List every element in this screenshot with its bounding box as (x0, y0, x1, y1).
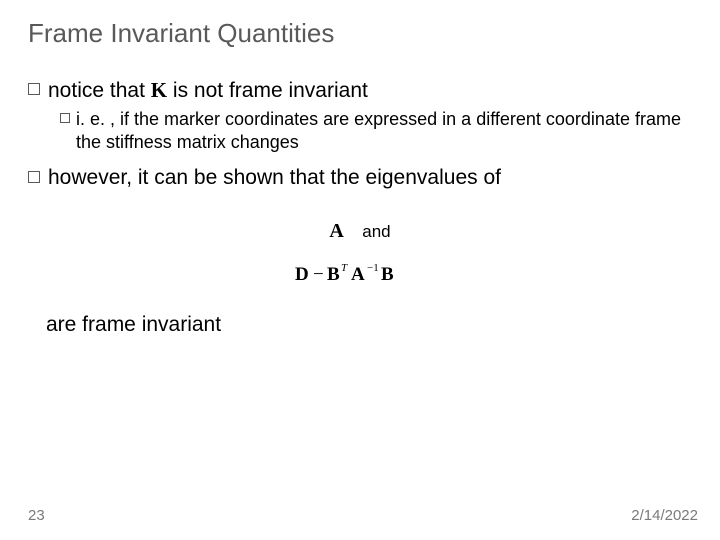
bullet-2: i. e. , if the marker coordinates are ex… (60, 108, 692, 153)
eq-B1: B (327, 264, 340, 285)
eq-T: T (341, 262, 348, 274)
conclusion-text: are frame invariant (46, 313, 692, 337)
bullet-3-text: however, it can be shown that the eigenv… (48, 165, 501, 191)
bullet-1: notice that K is not frame invariant (28, 77, 692, 104)
bullet-square-icon (60, 113, 70, 123)
bullet-1-prefix: notice that (48, 79, 151, 102)
equation-svg: D − B T A −1 B (295, 261, 425, 287)
page-number: 23 (28, 507, 45, 524)
eq-B2: B (381, 264, 394, 285)
bullet-1-suffix: is not frame invariant (167, 79, 368, 102)
slide-title: Frame Invariant Quantities (28, 18, 692, 49)
math-line-1: A and (28, 220, 692, 243)
bullet-2-text: i. e. , if the marker coordinates are ex… (76, 108, 692, 153)
footer: 23 2/14/2022 (28, 507, 698, 524)
slide: Frame Invariant Quantities notice that K… (0, 0, 720, 540)
bullet-1-symbol: K (151, 78, 167, 102)
bullet-3: however, it can be shown that the eigenv… (28, 165, 692, 191)
eq-A: A (351, 264, 365, 285)
eq-minus: − (313, 264, 324, 285)
eq-neg1: −1 (367, 262, 379, 274)
bullet-square-icon (28, 171, 40, 183)
bullet-square-icon (28, 83, 40, 95)
math-line-2: D − B T A −1 B (28, 261, 692, 287)
math-block: A and D − B T A −1 B (28, 220, 692, 287)
bullet-1-text: notice that K is not frame invariant (48, 77, 368, 104)
symbol-A: A (329, 220, 343, 242)
eq-D: D (295, 264, 309, 285)
footer-date: 2/14/2022 (631, 507, 698, 524)
and-text: and (362, 222, 390, 241)
